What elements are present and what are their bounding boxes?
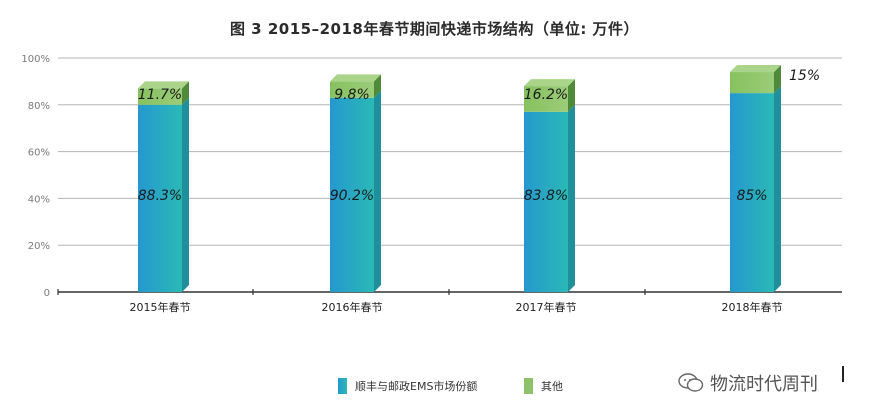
legend-swatch-blue xyxy=(338,378,347,394)
legend-item-shunfeng-ems: 顺丰与邮政EMS市场份额 xyxy=(338,378,477,394)
bar-segment-other xyxy=(330,81,374,98)
data-label-other: 16.2% xyxy=(524,87,568,103)
chart-title: 图 3 2015–2018年春节期间快递市场结构（单位: 万件） xyxy=(229,20,640,38)
legend-item-other: 其他 xyxy=(524,378,563,394)
bar-side-other xyxy=(568,79,575,112)
bar-segment-shunfeng-ems xyxy=(730,93,774,292)
bar-side-other xyxy=(774,65,781,94)
cursor-mark xyxy=(842,366,844,382)
legend-label: 其他 xyxy=(541,380,563,393)
bar-side-shunfeng-ems xyxy=(568,104,575,292)
x-tick-label: 2017年春节 xyxy=(516,300,577,314)
bar-top xyxy=(730,65,781,73)
y-tick-label: 0 xyxy=(44,288,50,299)
legend-label: 顺丰与邮政EMS市场份额 xyxy=(355,380,478,393)
x-tick-label: 2015年春节 xyxy=(130,300,191,314)
bar-segment-shunfeng-ems xyxy=(138,104,182,292)
data-label-shunfeng-ems: 90.2% xyxy=(330,188,374,204)
bar-top xyxy=(138,81,189,89)
watermark-text: 物流时代周刊 xyxy=(710,374,818,395)
data-label-other: 11.7% xyxy=(138,87,182,103)
y-tick-label: 20% xyxy=(28,241,50,252)
bar-side-shunfeng-ems xyxy=(182,97,189,292)
bar-segment-other xyxy=(730,72,774,94)
watermark: 物流时代周刊 xyxy=(678,370,818,396)
data-label-shunfeng-ems: 85% xyxy=(736,188,767,204)
data-label-shunfeng-ems: 88.3% xyxy=(138,188,182,204)
x-tick-label: 2016年春节 xyxy=(322,300,383,314)
bar-top xyxy=(524,79,575,87)
bar-segment-shunfeng-ems xyxy=(330,97,374,292)
y-tick-label: 100% xyxy=(21,54,50,65)
bar-top xyxy=(330,74,381,82)
x-tick-label: 2018年春节 xyxy=(722,300,783,314)
bar-side-shunfeng-ems xyxy=(774,86,781,292)
wechat-icon xyxy=(678,373,704,392)
data-label-other: 9.8% xyxy=(334,87,370,103)
bar-segment-other xyxy=(138,88,182,105)
bar-segment-other xyxy=(524,86,568,112)
data-label-other: 15% xyxy=(789,68,820,84)
data-label-shunfeng-ems: 83.8% xyxy=(524,188,568,204)
bar-side-shunfeng-ems xyxy=(374,90,381,292)
y-tick-label: 80% xyxy=(28,101,50,112)
bar-side-other xyxy=(182,81,189,105)
y-tick-label: 60% xyxy=(28,148,50,159)
legend-swatch-green xyxy=(524,378,533,394)
y-tick-label: 40% xyxy=(28,194,50,205)
bar-side-other xyxy=(374,74,381,98)
bar-segment-shunfeng-ems xyxy=(524,111,568,292)
